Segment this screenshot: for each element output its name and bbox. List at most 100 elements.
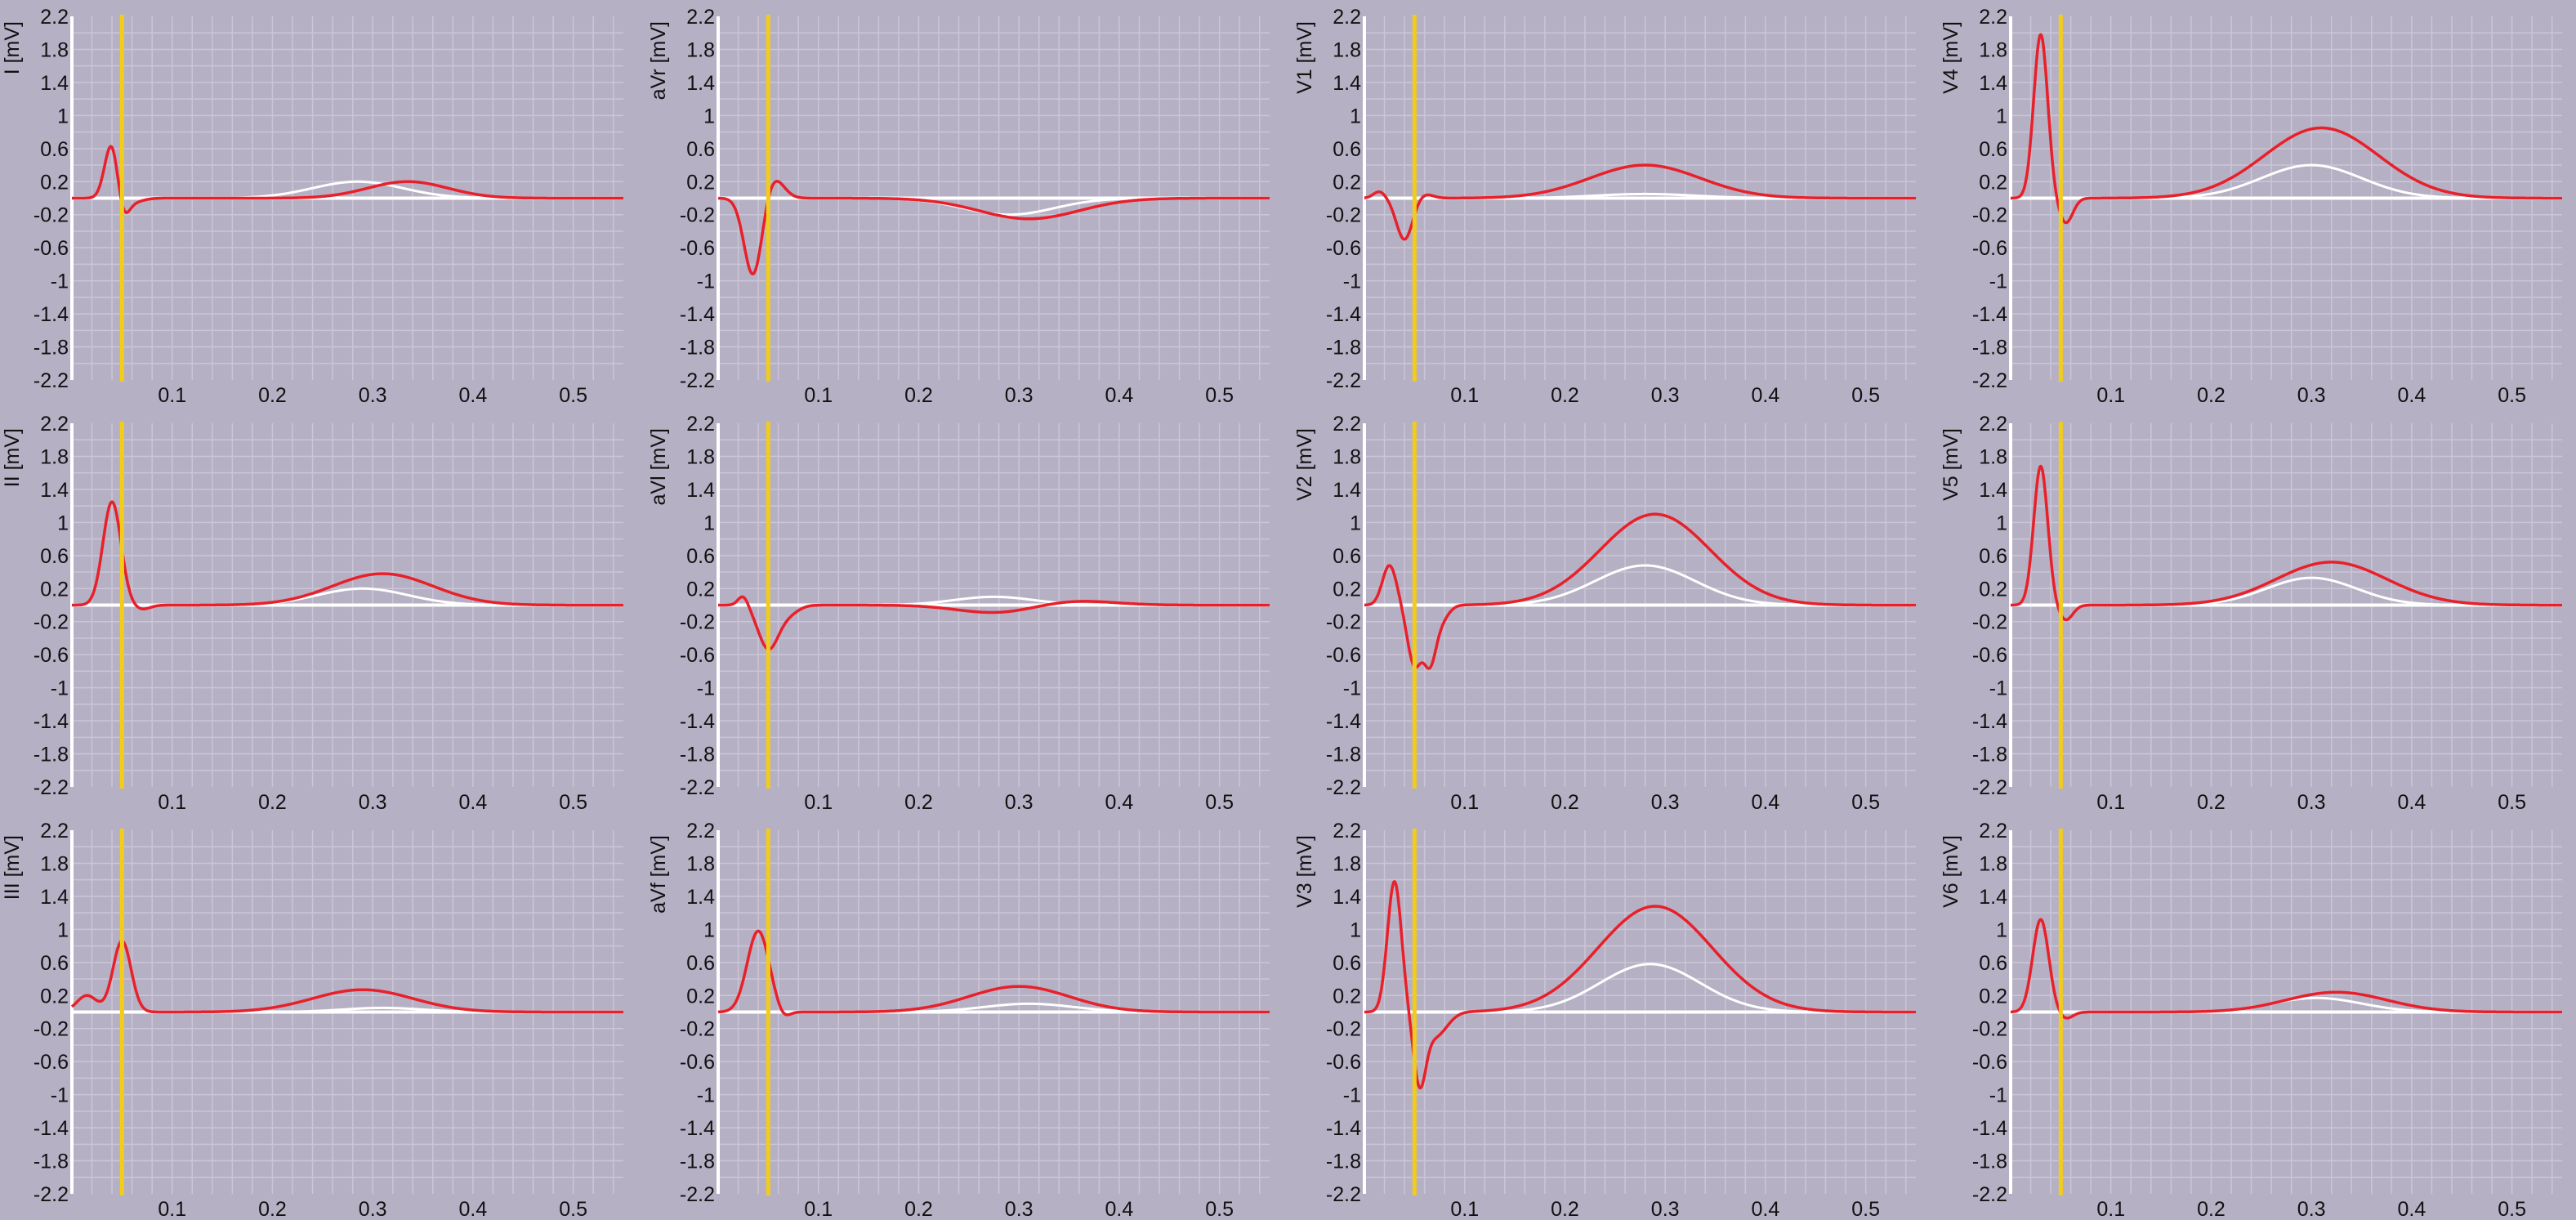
reference-trace xyxy=(717,197,1270,217)
y-tick-label: -2.2 xyxy=(33,1183,69,1206)
y-tick-label: 2.2 xyxy=(686,820,715,842)
y-tick-label: 2.2 xyxy=(1979,6,2007,29)
x-tick-label: 0.5 xyxy=(2498,1198,2526,1220)
y-tick-label: 1 xyxy=(1996,512,2007,534)
y-tick-label: -0.6 xyxy=(680,1051,715,1074)
x-tick-label: 0.4 xyxy=(2398,384,2426,407)
y-tick-label: 0.2 xyxy=(1979,985,2007,1008)
y-tick-label: 1 xyxy=(703,918,715,941)
y-tick-label: -1 xyxy=(51,677,69,700)
y-tick-label: -1.8 xyxy=(1972,744,2007,766)
y-tick-label: -1 xyxy=(51,270,69,293)
y-tick-label: -0.2 xyxy=(33,204,69,227)
lead-panel: 2.2 1.8 1.4 1 0.6 0.2 -0.2 -0.6 -1 -1.4 -1.8 -2.2 0.… xyxy=(1293,6,1917,407)
y-tick-label: 0.6 xyxy=(40,138,69,161)
y-tick-label: 1.8 xyxy=(686,445,715,468)
y-tick-label: 1 xyxy=(57,918,69,941)
measured-trace xyxy=(2009,918,2564,1020)
y-tick-label: 0.6 xyxy=(686,138,715,161)
y-tick-label: -1.4 xyxy=(1326,303,1361,326)
y-tick-label: 0.6 xyxy=(686,545,715,568)
y-tick-label: 0.6 xyxy=(1333,138,1361,161)
measured-trace xyxy=(1363,880,1917,1090)
y-tick-label: -1 xyxy=(1343,270,1361,293)
y-tick-label: 2.2 xyxy=(686,413,715,436)
x-tick-label: 0.1 xyxy=(804,384,833,407)
y-tick-label: -2.2 xyxy=(680,369,715,392)
y-tick-label: 1.4 xyxy=(1979,886,2007,909)
lead-label: V1 [mV] xyxy=(1293,21,1316,94)
x-tick-label: 0.1 xyxy=(1450,791,1479,814)
y-tick-label: -0.2 xyxy=(1972,1018,2007,1041)
y-tick-label: 1.4 xyxy=(1333,72,1361,95)
y-tick-label: 2.2 xyxy=(1979,820,2007,842)
x-tick-label: 0.4 xyxy=(2398,1198,2426,1220)
lead-label: II [mV] xyxy=(1,428,24,487)
x-tick-label: 0.5 xyxy=(2498,791,2526,814)
y-tick-label: -1.4 xyxy=(33,1117,69,1140)
measured-trace xyxy=(70,145,625,214)
x-tick-label: 0.3 xyxy=(2297,791,2326,814)
measured-trace xyxy=(1363,512,1917,670)
y-tick-label: 1 xyxy=(703,105,715,127)
y-tick-label: -0.2 xyxy=(1326,1018,1361,1041)
y-tick-label: -1.4 xyxy=(680,1117,715,1140)
measured-trace xyxy=(717,595,1271,651)
y-tick-label: -0.2 xyxy=(1972,204,2007,227)
x-tick-label: 0.2 xyxy=(1551,1198,1579,1220)
measured-trace xyxy=(1363,163,1917,241)
y-tick-label: -1 xyxy=(697,270,715,293)
x-tick-label: 0.2 xyxy=(2197,1198,2226,1220)
y-tick-label: 1.4 xyxy=(1333,479,1361,502)
y-tick-label: 0.2 xyxy=(40,171,69,194)
lead-panel: 2.2 1.8 1.4 1 0.6 0.2 -0.2 -0.6 -1 -1.4 -1.8 -2.2 0.… xyxy=(647,6,1271,407)
lead-panel: 2.2 1.8 1.4 1 0.6 0.2 -0.2 -0.6 -1 -1.4 -1.8 -2.2 0.… xyxy=(1940,413,2564,814)
lead-label: V2 [mV] xyxy=(1293,428,1316,501)
y-tick-label: 2.2 xyxy=(40,413,69,436)
y-tick-label: 2.2 xyxy=(40,6,69,29)
y-tick-label: -1 xyxy=(697,677,715,700)
y-tick-label: -1.8 xyxy=(33,744,69,766)
x-tick-label: 0.5 xyxy=(1851,1198,1880,1220)
y-tick-label: 1.8 xyxy=(686,852,715,875)
y-tick-label: -1.4 xyxy=(1326,710,1361,733)
y-tick-label: -1.4 xyxy=(33,710,69,733)
y-tick-label: -1 xyxy=(1989,270,2007,293)
y-tick-label: 1 xyxy=(1996,105,2007,127)
lead-panel: 2.2 1.8 1.4 1 0.6 0.2 -0.2 -0.6 -1 -1.4 -1.8 -2.2 0.… xyxy=(647,413,1271,814)
y-tick-label: -1 xyxy=(1989,677,2007,700)
x-tick-label: 0.4 xyxy=(2398,791,2426,814)
y-tick-label: -2.2 xyxy=(680,1183,715,1206)
y-tick-label: -2.2 xyxy=(33,369,69,392)
lead-panel: 2.2 1.8 1.4 1 0.6 0.2 -0.2 -0.6 -1 -1.4 -1.8 -2.2 0.… xyxy=(1293,413,1917,814)
x-tick-label: 0.3 xyxy=(2297,384,2326,407)
y-tick-label: -1 xyxy=(51,1084,69,1107)
y-tick-label: -1.8 xyxy=(1972,337,2007,360)
lead-label: aVf [mV] xyxy=(647,835,670,914)
y-tick-label: 0.2 xyxy=(40,985,69,1008)
measured-trace xyxy=(2009,33,2564,225)
y-tick-label: -1 xyxy=(1343,677,1361,700)
lead-panel: 2.2 1.8 1.4 1 0.6 0.2 -0.2 -0.6 -1 -1.4 -1.8 -2.2 0.… xyxy=(1940,820,2564,1220)
y-tick-label: -1.8 xyxy=(680,1151,715,1173)
y-tick-label: 1.8 xyxy=(1979,38,2007,61)
x-tick-label: 0.1 xyxy=(804,791,833,814)
y-tick-label: 1.4 xyxy=(40,886,69,909)
x-tick-label: 0.3 xyxy=(1005,791,1034,814)
y-tick-label: 1 xyxy=(703,512,715,534)
y-tick-label: -0.2 xyxy=(680,204,715,227)
lead-label: aVr [mV] xyxy=(647,21,670,100)
reference-trace xyxy=(2010,576,2563,606)
x-tick-label: 0.2 xyxy=(1551,384,1579,407)
y-tick-label: -1.8 xyxy=(680,744,715,766)
y-tick-label: 1.8 xyxy=(40,445,69,468)
y-tick-label: 1 xyxy=(57,512,69,534)
lead-label: V5 [mV] xyxy=(1940,428,1962,501)
x-tick-label: 0.5 xyxy=(1205,791,1234,814)
y-tick-label: -0.6 xyxy=(1326,644,1361,667)
x-tick-label: 0.3 xyxy=(359,791,387,814)
y-tick-label: -0.2 xyxy=(1326,204,1361,227)
y-tick-label: -2.2 xyxy=(1972,776,2007,799)
y-tick-label: -0.6 xyxy=(1972,1051,2007,1074)
y-tick-label: 1 xyxy=(1350,512,1361,534)
